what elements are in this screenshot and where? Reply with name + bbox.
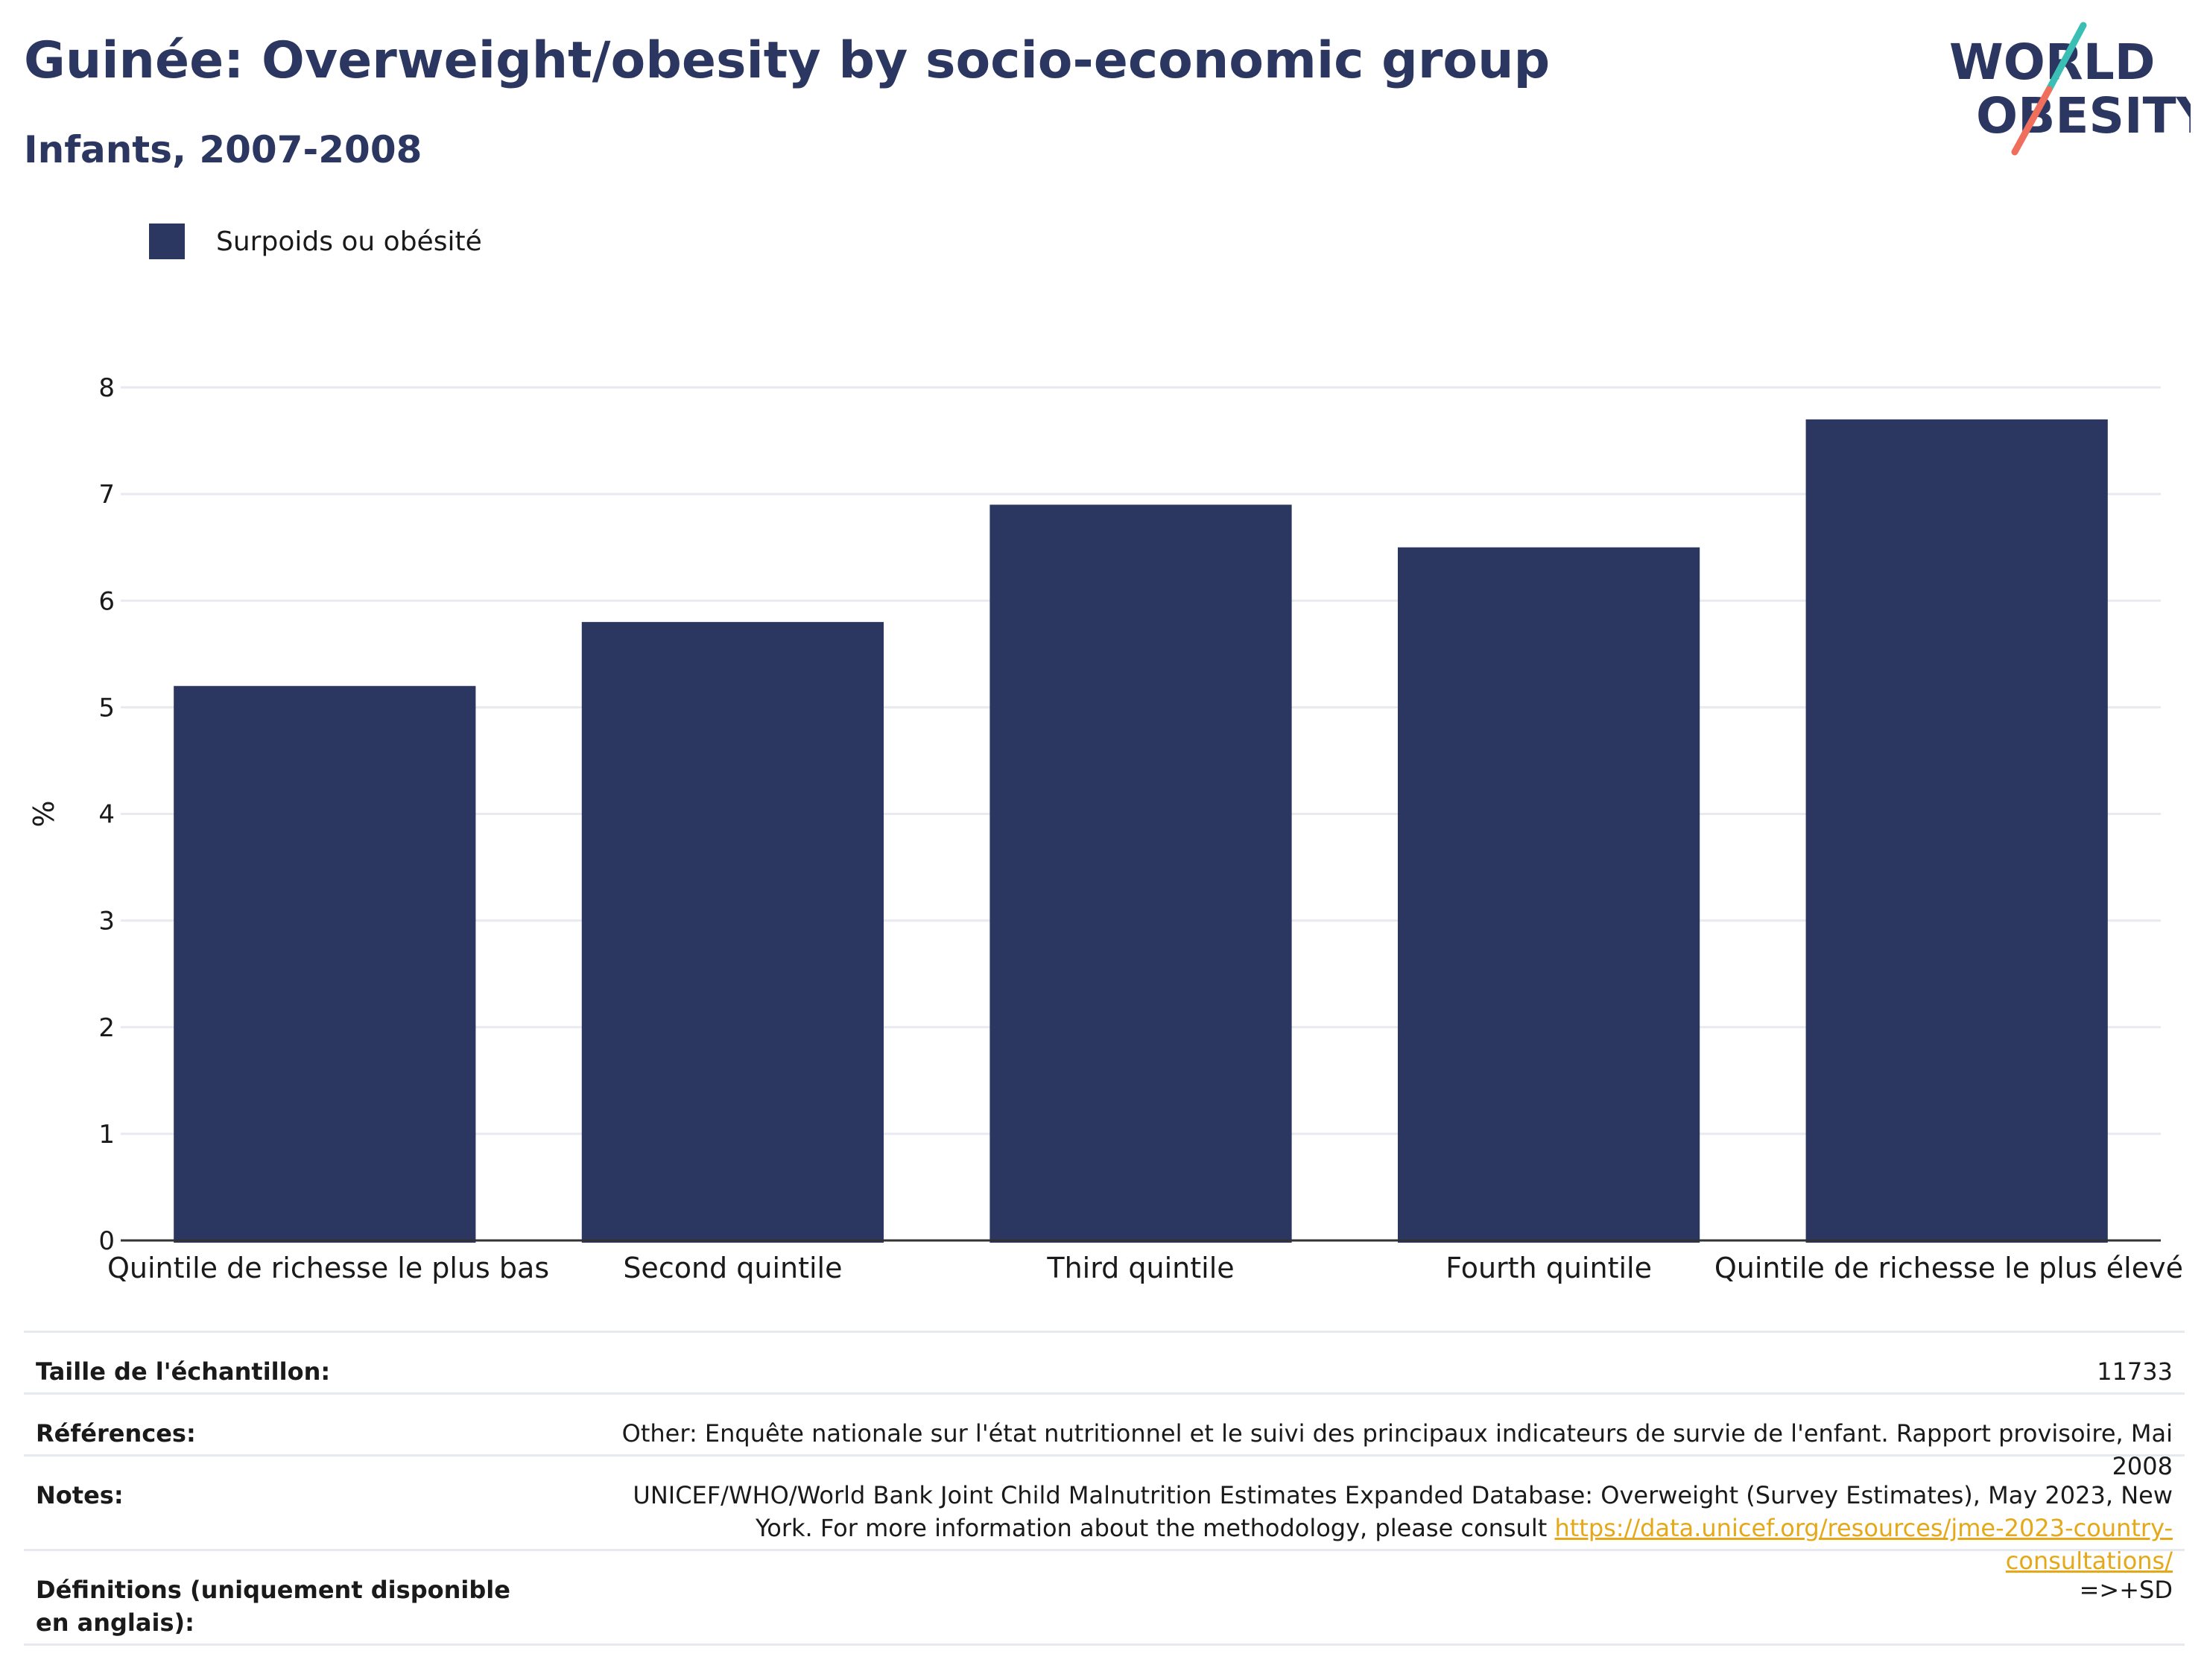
info-row-definitions: Définitions (uniquement disponible en an… bbox=[24, 1549, 2185, 1646]
bar[interactable] bbox=[174, 685, 476, 1243]
definitions-label: Définitions (uniquement disponible en an… bbox=[36, 1576, 510, 1637]
legend[interactable]: Surpoids ou obésité bbox=[149, 222, 482, 261]
notes-line-2-text: York. For more information about the met… bbox=[755, 1514, 1555, 1542]
notes-line-1: UNICEF/WHO/World Bank Joint Child Malnut… bbox=[633, 1481, 2173, 1509]
bars bbox=[174, 419, 2108, 1243]
logo-word-obesity: OBESITY bbox=[1976, 87, 2191, 145]
info-table: Taille de l'échantillon: 11733 Référence… bbox=[24, 1331, 2185, 1646]
y-tick-label: 3 bbox=[98, 907, 115, 936]
chart-title: Guinée: Overweight/obesity by socio-econ… bbox=[24, 31, 1551, 90]
bar[interactable] bbox=[581, 621, 884, 1243]
bar[interactable] bbox=[1397, 547, 1700, 1243]
y-tick-label: 8 bbox=[98, 373, 115, 403]
info-row-references: Références: Other: Enquête nationale sur… bbox=[24, 1392, 2185, 1480]
references-label: Références: bbox=[36, 1419, 196, 1448]
notes-value: UNICEF/WHO/World Bank Joint Child Malnut… bbox=[608, 1479, 2173, 1577]
chart-subtitle: Infants, 2007-2008 bbox=[24, 128, 422, 171]
notes-link[interactable]: https://data.unicef.org/resources/jme-20… bbox=[1554, 1514, 2173, 1575]
bar[interactable] bbox=[989, 504, 1292, 1243]
y-tick-label: 2 bbox=[98, 1013, 115, 1043]
legend-label: Surpoids ou obésité bbox=[216, 226, 482, 257]
y-tick-label: 5 bbox=[98, 693, 115, 723]
info-row-notes: Notes: UNICEF/WHO/World Bank Joint Child… bbox=[24, 1454, 2185, 1575]
sample-size-label: Taille de l'échantillon: bbox=[36, 1357, 331, 1386]
x-tick-label: Third quintile bbox=[1046, 1252, 1234, 1284]
y-tick-label: 6 bbox=[98, 586, 115, 616]
y-tick-label: 0 bbox=[98, 1226, 115, 1256]
x-tick-label: Fourth quintile bbox=[1445, 1252, 1652, 1284]
x-tick-label: Second quintile bbox=[623, 1252, 842, 1284]
notes-label: Notes: bbox=[36, 1481, 124, 1509]
axes: 0 1 2 3 4 5 6 7 8% Quintile de richesse le plus b… bbox=[28, 373, 2183, 1284]
y-axis-label: % bbox=[28, 800, 60, 827]
references-value: Other: Enquête nationale sur l'état nutr… bbox=[621, 1419, 2173, 1480]
logo-slash-teal bbox=[2045, 22, 2087, 93]
notes-line-2: York. For more information about the met… bbox=[608, 1512, 2173, 1577]
y-tick-label: 4 bbox=[98, 800, 115, 830]
world-obesity-logo: WORLD OBESITY bbox=[1949, 22, 2191, 156]
x-tick-label: Quintile de richesse le plus bas bbox=[107, 1252, 549, 1284]
y-tick-label: 1 bbox=[98, 1120, 115, 1150]
bar-chart: 0 1 2 3 4 5 6 7 8% Quintile de richesse le plus b… bbox=[28, 373, 2183, 1284]
x-tick-label: Quintile de richesse le plus élevé bbox=[1714, 1252, 2183, 1284]
legend-swatch bbox=[149, 224, 185, 259]
bar[interactable] bbox=[1805, 419, 2108, 1243]
logo-slash-coral bbox=[2011, 86, 2053, 156]
y-tick-label: 7 bbox=[98, 480, 115, 510]
definitions-value: =>+SD bbox=[2079, 1576, 2173, 1604]
sample-size-value: 11733 bbox=[2097, 1357, 2173, 1386]
info-row-sample-size: Taille de l'échantillon: 11733 bbox=[24, 1331, 2185, 1392]
